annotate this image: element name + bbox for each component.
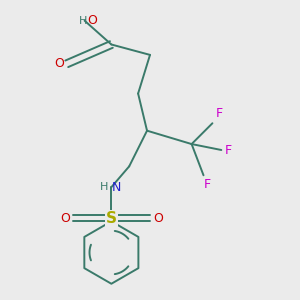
Text: O: O (54, 57, 64, 70)
Text: N: N (111, 181, 121, 194)
Text: F: F (224, 143, 231, 157)
Text: O: O (88, 14, 98, 27)
Text: S: S (106, 211, 117, 226)
Text: H: H (100, 182, 108, 192)
Text: F: F (215, 107, 223, 120)
Text: O: O (153, 212, 163, 225)
Text: O: O (60, 212, 70, 225)
Text: F: F (203, 178, 211, 191)
Text: H: H (79, 16, 88, 26)
